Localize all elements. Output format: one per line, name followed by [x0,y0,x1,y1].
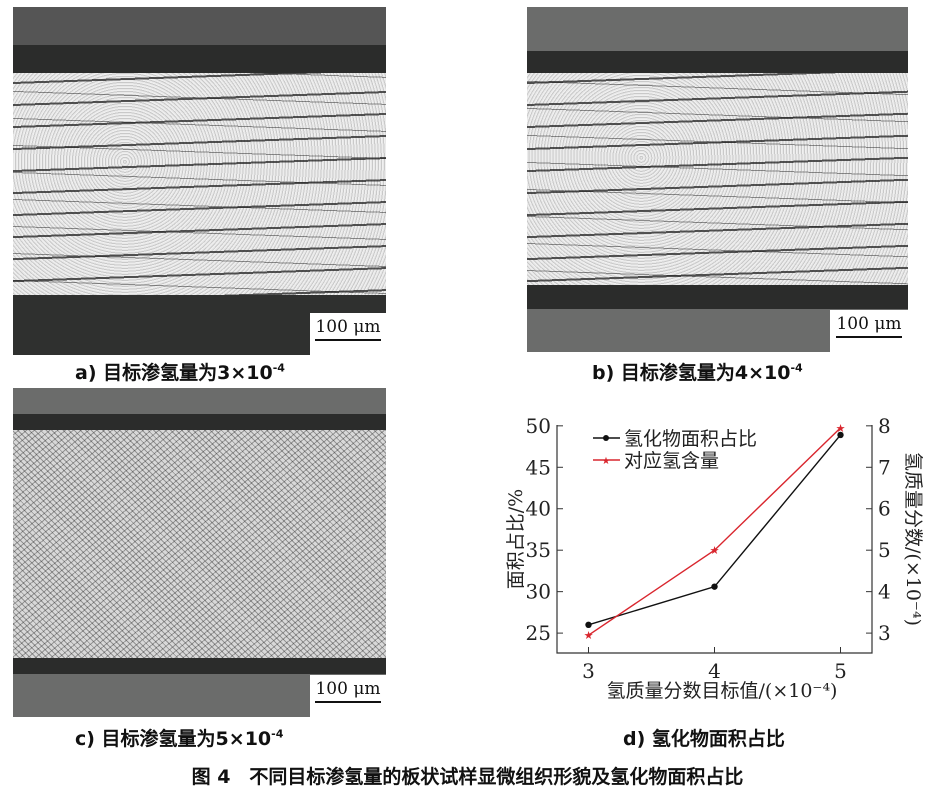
y-right-tick-label: 8 [878,414,891,438]
micrograph-a: 100 μm [13,7,386,355]
micrograph-b: 100 μm [527,7,908,352]
micrograph-c: 100 μm [13,388,386,717]
scale-bar-label: 100 μm [315,679,381,699]
legend-label: 对应氢含量 [624,450,719,472]
y-right-axis-label: 氢质量分数/(×10⁻⁴) [902,452,924,626]
figure-caption: 图 4 不同目标渗氢量的板状试样显微组织形貌及氢化物面积占比 [191,766,744,788]
y-right-tick-label: 4 [878,580,891,604]
series-line-1 [588,427,841,636]
y-right-tick-label: 7 [878,455,891,479]
scale-bar-label: 100 μm [836,314,902,334]
x-tick-label: 3 [582,659,595,683]
panel-c-caption: c) 目标渗氢量为5×10-4 [75,727,284,750]
x-tick-label: 4 [708,659,721,683]
data-point [837,431,844,439]
scale-bar: 100 μm [830,310,908,352]
panel-b-caption: b) 目标渗氢量为4×10-4 [592,361,803,384]
data-point: ★ [836,422,846,435]
y-tick-label: 40 [526,497,551,521]
panel-a-caption: a) 目标渗氢量为3×10-4 [75,361,285,384]
x-tick-label: 5 [834,659,847,683]
y-right-tick-label: 5 [878,538,891,562]
y-tick-label: 25 [526,621,551,645]
scale-bar: 100 μm [310,675,386,717]
y-tick-label: 45 [526,455,551,479]
data-point: ★ [584,629,594,642]
data-point: ★ [710,544,720,557]
y-tick-label: 35 [526,538,551,562]
legend-marker: ★ [602,456,611,467]
y-tick-label: 30 [526,580,551,604]
scale-bar-label: 100 μm [315,317,381,337]
x-axis-label: 氢质量分数目标值/(×10⁻⁴) [607,680,838,702]
y-tick-label: 50 [526,414,551,438]
y-right-tick-label: 6 [878,497,891,521]
data-point [711,583,718,590]
y-axis-label: 面积占比/% [505,489,527,589]
scale-bar: 100 μm [310,313,386,355]
panel-d-caption: d) 氢化物面积占比 [623,728,785,750]
data-point [585,621,592,629]
y-right-tick-label: 3 [878,621,891,645]
legend-marker [603,435,609,441]
legend-label: 氢化物面积占比 [624,428,757,450]
